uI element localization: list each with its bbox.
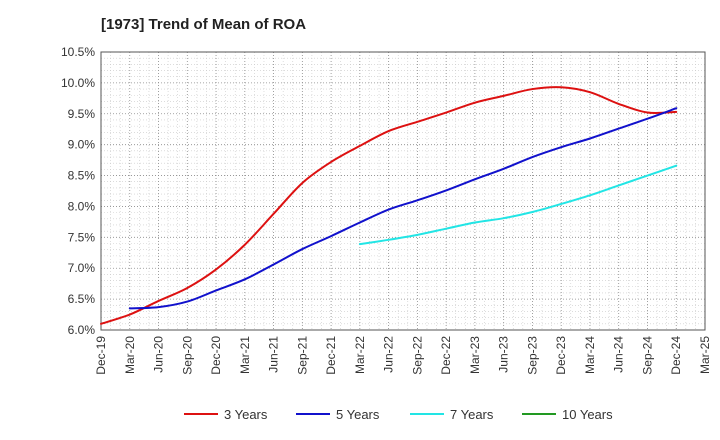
y-tick-label: 7.0% xyxy=(68,261,96,275)
x-tick-label: Sep-24 xyxy=(640,336,654,375)
x-tick-label: Mar-21 xyxy=(238,336,252,374)
x-tick-label: Sep-23 xyxy=(525,336,539,375)
chart-title: [1973] Trend of Mean of ROA xyxy=(101,16,306,33)
legend-label-3-years: 3 Years xyxy=(224,407,268,422)
y-tick-label: 10.5% xyxy=(61,45,95,59)
x-tick-label: Mar-24 xyxy=(583,336,597,374)
x-tick-label: Sep-21 xyxy=(295,336,309,375)
y-tick-label: 9.5% xyxy=(68,107,96,121)
x-tick-label: Dec-21 xyxy=(324,336,338,375)
x-tick-label: Sep-22 xyxy=(410,336,424,375)
y-tick-label: 9.0% xyxy=(68,138,96,152)
y-tick-label: 10.0% xyxy=(61,76,95,90)
x-tick-label: Dec-20 xyxy=(209,336,223,375)
x-tick-label: Dec-23 xyxy=(554,336,568,375)
x-axis: Dec-19 Mar-20 Jun-20 Sep-20 Dec-20 Mar-21 Jun-… xyxy=(94,336,712,375)
x-tick-label: Jun-23 xyxy=(497,336,511,373)
series-line-5-years xyxy=(128,107,678,310)
x-tick-label: Mar-20 xyxy=(123,336,137,374)
x-tick-label: Jun-20 xyxy=(152,336,166,373)
x-tick-label: Mar-23 xyxy=(468,336,482,374)
x-tick-label: Jun-24 xyxy=(612,336,626,373)
plot-border xyxy=(100,51,706,331)
y-tick-label: 8.0% xyxy=(68,199,96,213)
series-line-3-years xyxy=(100,86,678,325)
x-tick-label: Jun-22 xyxy=(382,336,396,373)
x-tick-label: Dec-19 xyxy=(94,336,108,375)
plot-area xyxy=(101,52,705,330)
y-tick-label: 6.0% xyxy=(68,323,96,337)
legend-label-7-years: 7 Years xyxy=(450,407,494,422)
series-line-7-years xyxy=(358,164,678,246)
x-tick-label: Dec-22 xyxy=(439,336,453,375)
y-tick-label: 6.5% xyxy=(68,292,96,306)
y-tick-label: 7.5% xyxy=(68,230,96,244)
y-axis: 6.0% 6.5% 7.0% 7.5% 8.0% 8.5% 9.0% 9.5% 10.0% 10.… xyxy=(61,45,95,337)
x-tick-label: Sep-20 xyxy=(180,336,194,375)
legend-label-10-years: 10 Years xyxy=(562,407,613,422)
x-tick-label: Dec-24 xyxy=(669,336,683,375)
grid-lines xyxy=(100,51,706,331)
x-tick-label: Jun-21 xyxy=(267,336,281,373)
x-tick-label: Mar-22 xyxy=(353,336,367,374)
plot-background xyxy=(101,52,705,330)
legend: 3 Years 5 Years 7 Years 10 Years xyxy=(184,407,613,422)
legend-label-5-years: 5 Years xyxy=(336,407,380,422)
y-tick-label: 8.5% xyxy=(68,169,96,183)
series-lines xyxy=(100,86,678,325)
x-tick-label: Mar-25 xyxy=(698,336,712,374)
